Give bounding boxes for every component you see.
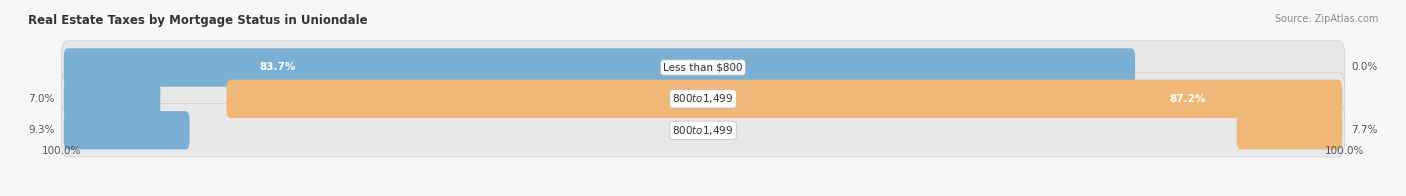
- FancyBboxPatch shape: [226, 80, 1343, 118]
- Text: Real Estate Taxes by Mortgage Status in Uniondale: Real Estate Taxes by Mortgage Status in …: [28, 14, 368, 27]
- Text: Less than $800: Less than $800: [664, 63, 742, 73]
- FancyBboxPatch shape: [62, 72, 1344, 126]
- FancyBboxPatch shape: [63, 111, 190, 149]
- Text: $800 to $1,499: $800 to $1,499: [672, 124, 734, 137]
- Text: $800 to $1,499: $800 to $1,499: [672, 92, 734, 105]
- Text: 7.7%: 7.7%: [1351, 125, 1378, 135]
- FancyBboxPatch shape: [62, 41, 1344, 94]
- Text: 100.0%: 100.0%: [1324, 146, 1364, 156]
- Text: 87.2%: 87.2%: [1168, 94, 1205, 104]
- FancyBboxPatch shape: [63, 80, 160, 118]
- Text: Source: ZipAtlas.com: Source: ZipAtlas.com: [1274, 14, 1378, 24]
- Text: 100.0%: 100.0%: [42, 146, 82, 156]
- Text: 7.0%: 7.0%: [28, 94, 55, 104]
- FancyBboxPatch shape: [63, 48, 1135, 87]
- Text: 83.7%: 83.7%: [259, 63, 295, 73]
- Text: 9.3%: 9.3%: [28, 125, 55, 135]
- FancyBboxPatch shape: [62, 103, 1344, 157]
- Legend: Without Mortgage, With Mortgage: Without Mortgage, With Mortgage: [595, 192, 811, 196]
- FancyBboxPatch shape: [1237, 111, 1343, 149]
- Text: 0.0%: 0.0%: [1351, 63, 1378, 73]
